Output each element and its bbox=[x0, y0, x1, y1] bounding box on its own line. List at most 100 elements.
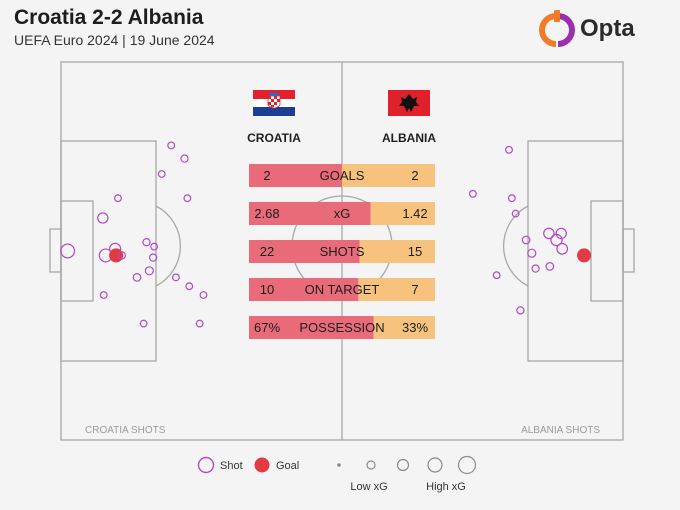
shot-marker bbox=[545, 262, 555, 271]
shot-marker bbox=[172, 273, 180, 282]
shot-marker bbox=[132, 273, 142, 282]
shot-marker bbox=[167, 141, 176, 150]
shot-marker bbox=[195, 319, 204, 328]
right-six-yard-box bbox=[590, 200, 624, 302]
stat-label: GOALS bbox=[320, 168, 365, 183]
stat-value-albania: 33% bbox=[402, 320, 428, 335]
stat-bar-croatia bbox=[249, 202, 371, 225]
stat-value-albania: 15 bbox=[408, 244, 422, 259]
legend-xg-size-marker bbox=[396, 458, 410, 472]
team-name-croatia: CROATIA bbox=[247, 131, 301, 145]
stat-comparison: 2 GOALS 2 2.68 xG 1.42 22 SHOTS 15 10 ON TARGET 7 67… bbox=[249, 164, 435, 339]
match-subtitle: UEFA Euro 2024 | 19 June 2024 bbox=[14, 32, 215, 48]
stat-bar-albania bbox=[373, 316, 435, 339]
shot-marker bbox=[521, 235, 531, 245]
left-penalty-area bbox=[60, 140, 157, 362]
stat-value-albania: 7 bbox=[411, 282, 418, 297]
legend-low-xg: Low xG bbox=[350, 481, 387, 493]
left-goal bbox=[49, 228, 62, 273]
shot-marker bbox=[511, 209, 520, 218]
opta-logo: Opta bbox=[539, 10, 639, 50]
legend-shot-label: Shot bbox=[220, 460, 243, 472]
stat-value-albania: 1.42 bbox=[402, 206, 427, 221]
right-penalty-area bbox=[527, 140, 624, 362]
shot-marker bbox=[507, 194, 516, 203]
stat-bar-albania bbox=[359, 240, 435, 263]
legend: Shot Goal Low xG High xG bbox=[197, 455, 477, 493]
shot-marker bbox=[199, 291, 208, 299]
shot-marker bbox=[60, 243, 76, 259]
shot-marker bbox=[516, 306, 525, 315]
shot-marker bbox=[531, 264, 540, 273]
team-name-albania: ALBANIA bbox=[382, 131, 436, 145]
shot-marker bbox=[99, 291, 108, 299]
shot-marker bbox=[142, 238, 151, 247]
croatia-shot-map bbox=[60, 141, 208, 328]
stat-value-croatia: 10 bbox=[260, 282, 274, 297]
shot-marker bbox=[117, 251, 126, 260]
right-penalty-arc bbox=[502, 205, 529, 287]
stat-row: 22 SHOTS 15 bbox=[249, 240, 435, 263]
shot-marker bbox=[150, 242, 159, 251]
opta-logo-icon bbox=[539, 10, 575, 47]
stat-label: xG bbox=[334, 206, 351, 221]
stat-bar-croatia bbox=[249, 316, 374, 339]
shot-marker bbox=[468, 189, 477, 198]
goal-marker bbox=[577, 248, 592, 263]
shot-marker bbox=[180, 154, 189, 163]
stat-row: 10 ON TARGET 7 bbox=[249, 278, 435, 301]
stat-bar-albania bbox=[342, 164, 435, 187]
stat-row: 2.68 xG 1.42 bbox=[249, 202, 435, 225]
croatia-flag bbox=[253, 90, 295, 116]
shot-marker bbox=[97, 212, 109, 224]
shot-marker bbox=[139, 319, 148, 328]
legend-goal-label: Goal bbox=[276, 460, 299, 472]
shot-marker bbox=[148, 253, 158, 262]
shot-marker bbox=[527, 248, 537, 258]
legend-xg-size-marker bbox=[427, 457, 443, 473]
left-penalty-arc bbox=[155, 205, 182, 287]
stat-value-croatia: 2 bbox=[263, 168, 270, 183]
shot-marker bbox=[505, 145, 513, 154]
stat-value-croatia: 22 bbox=[260, 244, 274, 259]
stat-value-croatia: 67% bbox=[254, 320, 280, 335]
shot-marker bbox=[157, 170, 166, 178]
legend-xg-size-marker bbox=[337, 463, 341, 467]
opta-wordmark: Opta bbox=[580, 15, 635, 42]
legend-xg-size-marker bbox=[366, 460, 376, 470]
shot-marker bbox=[556, 242, 569, 255]
stat-value-albania: 2 bbox=[411, 168, 418, 183]
shot-marker bbox=[492, 271, 501, 280]
right-goal bbox=[622, 228, 635, 273]
stat-label: ON TARGET bbox=[305, 282, 380, 297]
stat-bar-albania bbox=[370, 202, 435, 225]
stat-bar-croatia bbox=[249, 164, 342, 187]
albania-flag bbox=[388, 90, 430, 116]
left-six-yard-box bbox=[60, 200, 94, 302]
albania-shot-map bbox=[468, 145, 592, 315]
stat-row: 2 GOALS 2 bbox=[249, 164, 435, 187]
shot-marker bbox=[144, 266, 154, 276]
goal-marker bbox=[109, 248, 124, 263]
legend-high-xg: High xG bbox=[426, 481, 466, 493]
legend-goal-marker bbox=[254, 457, 270, 473]
shot-marker bbox=[185, 282, 194, 291]
shot-marker bbox=[114, 194, 122, 203]
stat-bar-croatia bbox=[249, 278, 359, 301]
stat-label: SHOTS bbox=[320, 244, 365, 259]
shot-marker bbox=[543, 227, 555, 240]
stat-label: POSSESSION bbox=[299, 320, 384, 335]
legend-shot-marker bbox=[197, 456, 215, 474]
stat-bar-croatia bbox=[249, 240, 360, 263]
stat-row: 67% POSSESSION 33% bbox=[249, 316, 435, 339]
shot-marker bbox=[555, 227, 567, 240]
page-title: Croatia 2-2 Albania bbox=[14, 6, 204, 29]
shot-marker bbox=[183, 194, 192, 203]
albania-shots-label: ALBANIA SHOTS bbox=[521, 425, 600, 436]
stat-value-croatia: 2.68 bbox=[254, 206, 279, 221]
stat-bar-albania bbox=[358, 278, 435, 301]
legend-xg-size-marker bbox=[457, 455, 477, 475]
croatia-shots-label: CROATIA SHOTS bbox=[85, 425, 166, 436]
legend-xg-scale bbox=[337, 455, 477, 475]
